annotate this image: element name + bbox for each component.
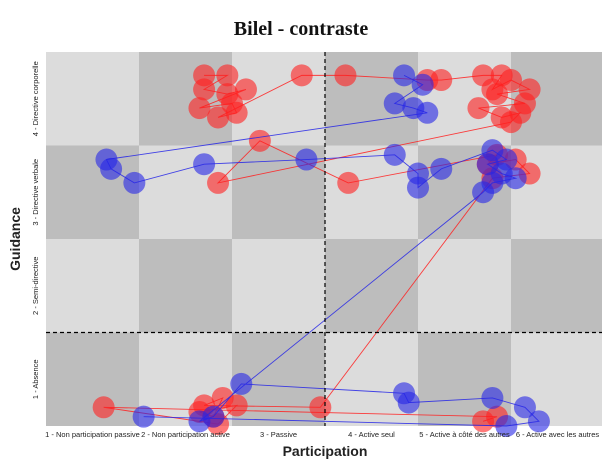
point-blue [393, 64, 416, 87]
y-tick-label: 4 - Directive corporelle [31, 61, 40, 136]
x-tick-label: 6 - Active avec les autres [516, 430, 600, 439]
grid-cell [511, 239, 602, 333]
point-red [207, 106, 230, 129]
point-red [334, 64, 357, 87]
x-tick-label: 1 - Non participation passive [45, 430, 140, 439]
point-blue [193, 153, 216, 176]
point-blue [132, 405, 155, 428]
point-red [248, 129, 271, 152]
point-blue [430, 157, 453, 180]
point-red [290, 64, 313, 87]
point-blue [383, 92, 406, 115]
point-blue [407, 176, 429, 199]
point-blue [416, 101, 439, 124]
y-tick-label: 2 - Semi-directive [31, 257, 40, 315]
point-red [500, 111, 522, 134]
point-red [234, 78, 257, 101]
point-blue [230, 372, 253, 395]
point-blue [495, 415, 518, 437]
point-blue [472, 181, 495, 204]
point-blue [295, 148, 318, 171]
x-axis-label: Participation [283, 443, 368, 459]
grid-cell [46, 332, 139, 426]
point-red [430, 69, 453, 92]
chart-title: Bilel - contraste [233, 18, 369, 40]
point-blue [504, 167, 527, 190]
x-tick-label: 2 - Non participation active [141, 430, 230, 439]
grid-cell [325, 239, 418, 333]
point-blue [202, 405, 225, 428]
grid-cell [139, 239, 232, 333]
point-red [309, 396, 332, 419]
point-red [467, 97, 490, 120]
point-blue [397, 391, 420, 414]
point-blue [527, 410, 550, 433]
grid-cell [418, 239, 511, 333]
y-tick-label: 1 - Absence [31, 359, 40, 399]
grid-cell [46, 52, 139, 146]
x-tick-label: 3 - Passive [260, 430, 297, 439]
point-blue [123, 171, 146, 194]
point-red [216, 64, 239, 87]
point-red [225, 101, 248, 124]
point-red [486, 83, 509, 106]
point-red [193, 78, 216, 101]
point-red [207, 171, 230, 194]
x-tick-label: 5 - Active à côté des autres [419, 430, 510, 439]
grid-cell [46, 239, 139, 333]
point-red [188, 97, 211, 120]
point-red [500, 69, 522, 92]
y-axis-label: Guidance [7, 207, 23, 271]
grid-cell [46, 145, 139, 239]
point-red [472, 410, 495, 433]
point-blue [383, 143, 406, 166]
point-blue [411, 73, 434, 96]
y-tick-label: 3 - Directive verbale [31, 159, 40, 226]
grid-cell [232, 239, 325, 333]
point-red [225, 394, 248, 417]
grid-cell [139, 52, 232, 146]
point-blue [100, 157, 123, 180]
point-blue [481, 386, 504, 409]
point-red [92, 396, 115, 419]
x-tick-label: 4 - Active seul [348, 430, 395, 439]
point-blue [513, 396, 536, 419]
point-red [337, 171, 360, 194]
